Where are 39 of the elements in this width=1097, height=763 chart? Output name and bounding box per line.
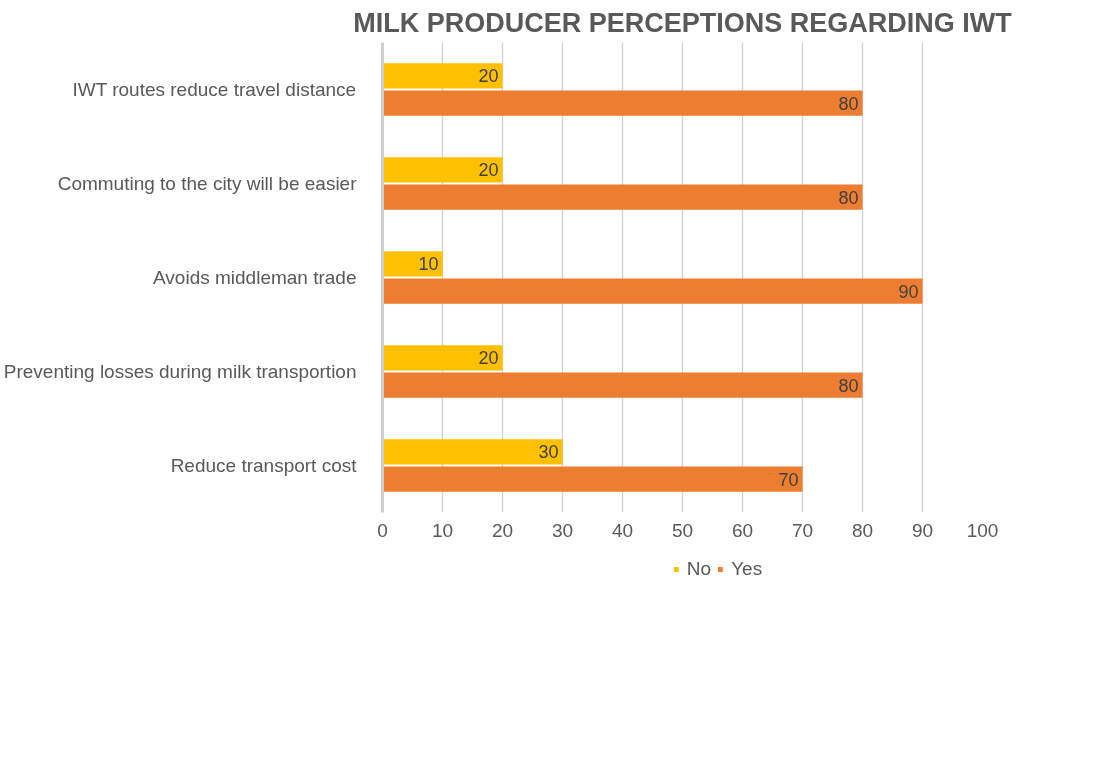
data-label: 10 [418, 254, 439, 275]
bar [382, 372, 863, 398]
bar [382, 345, 503, 371]
data-label: 70 [778, 469, 799, 490]
y-tick-label: Preventing losses during milk transportion [3, 361, 357, 382]
y-tick-label: Avoids middleman trade [153, 267, 357, 288]
bar [382, 251, 443, 277]
data-label: 90 [898, 281, 919, 302]
data-label: 20 [478, 348, 499, 369]
x-tick-label: 60 [731, 519, 754, 541]
chart-title: MILK PRODUCER PERCEPTIONS REGARDING IWT [353, 7, 1013, 38]
x-tick-label: 50 [671, 519, 694, 541]
x-tick-label: 80 [851, 519, 874, 541]
data-label: 80 [838, 375, 859, 396]
bar [382, 63, 503, 89]
bar [382, 184, 863, 210]
y-tick-label: Commuting to the city will be easier [57, 173, 358, 194]
bar [382, 439, 563, 465]
x-tick-label: 30 [551, 519, 574, 541]
legend-label: No [686, 558, 712, 580]
legend-label: Yes [731, 558, 763, 580]
data-label: 20 [478, 66, 499, 87]
bar [382, 157, 503, 183]
data-label: 80 [838, 187, 859, 208]
data-label: 30 [538, 442, 559, 463]
data-label: 20 [478, 160, 499, 181]
bar [382, 90, 863, 116]
x-tick-label: 20 [491, 519, 514, 541]
x-tick-label: 100 [966, 519, 999, 541]
data-label: 80 [838, 93, 859, 114]
bar [382, 466, 803, 492]
x-tick-label: 0 [377, 519, 388, 541]
x-tick-label: 70 [791, 519, 814, 541]
bar [382, 278, 923, 304]
x-tick-label: 40 [611, 519, 634, 541]
y-tick-label: Reduce transport cost [170, 455, 358, 476]
x-tick-label: 10 [431, 519, 454, 541]
y-tick-label: IWT routes reduce travel distance [72, 79, 357, 100]
x-tick-label: 90 [911, 519, 934, 541]
